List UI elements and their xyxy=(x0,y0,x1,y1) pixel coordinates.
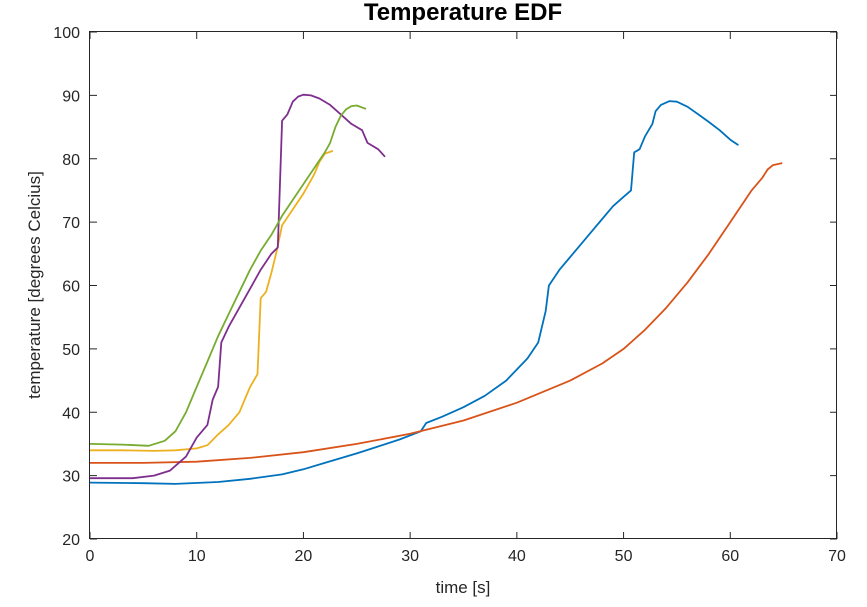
series-layer xyxy=(89,93,783,485)
x-tick-label: 20 xyxy=(295,548,313,565)
y-tick-label: 100 xyxy=(53,25,80,42)
x-tick-label: 70 xyxy=(828,548,846,565)
series-line-1 xyxy=(89,100,739,485)
x-tick-label: 60 xyxy=(721,548,739,565)
y-tick-label: 70 xyxy=(62,215,80,232)
series-line-2 xyxy=(89,162,783,464)
plot-frame xyxy=(89,31,837,539)
x-tick-label: 0 xyxy=(86,548,95,565)
y-axis-label: temperature [degrees Celcius] xyxy=(25,171,44,399)
axis-ticks: 0 10 20 30 40 50 60 70 20 30 40 50 60 70 80 90 100 xyxy=(53,25,846,565)
series-line-4 xyxy=(89,93,386,480)
series-line-5 xyxy=(89,104,367,447)
y-tick-label: 30 xyxy=(62,469,80,486)
y-tick-label: 90 xyxy=(62,88,80,105)
x-tick-label: 40 xyxy=(508,548,526,565)
x-tick-label: 30 xyxy=(401,548,419,565)
y-tick-label: 20 xyxy=(62,532,80,549)
x-axis-label: time [s] xyxy=(436,578,491,597)
x-tick-label: 10 xyxy=(188,548,206,565)
y-tick-label: 80 xyxy=(62,152,80,169)
x-tick-label: 50 xyxy=(615,548,633,565)
y-tick-label: 40 xyxy=(62,405,80,422)
chart-title: Temperature EDF xyxy=(364,0,562,26)
y-tick-label: 50 xyxy=(62,342,80,359)
y-tick-label: 60 xyxy=(62,279,80,296)
